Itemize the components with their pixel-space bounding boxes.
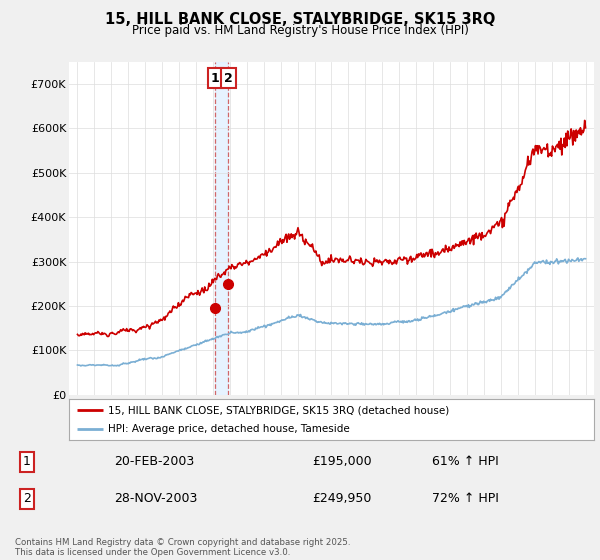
Text: 72% ↑ HPI: 72% ↑ HPI (432, 492, 499, 505)
Text: Contains HM Land Registry data © Crown copyright and database right 2025.
This d: Contains HM Land Registry data © Crown c… (15, 538, 350, 557)
Text: 2: 2 (224, 72, 233, 85)
Text: HPI: Average price, detached house, Tameside: HPI: Average price, detached house, Tame… (109, 424, 350, 433)
Text: 2: 2 (23, 492, 31, 505)
Text: 61% ↑ HPI: 61% ↑ HPI (432, 455, 499, 468)
Text: 15, HILL BANK CLOSE, STALYBRIDGE, SK15 3RQ (detached house): 15, HILL BANK CLOSE, STALYBRIDGE, SK15 3… (109, 405, 449, 415)
Text: 28-NOV-2003: 28-NOV-2003 (114, 492, 197, 505)
Text: Price paid vs. HM Land Registry's House Price Index (HPI): Price paid vs. HM Land Registry's House … (131, 24, 469, 37)
Text: 1: 1 (211, 72, 220, 85)
Text: 20-FEB-2003: 20-FEB-2003 (114, 455, 194, 468)
Text: £249,950: £249,950 (312, 492, 371, 505)
Text: 15, HILL BANK CLOSE, STALYBRIDGE, SK15 3RQ: 15, HILL BANK CLOSE, STALYBRIDGE, SK15 3… (105, 12, 495, 27)
Text: 1: 1 (23, 455, 31, 468)
Text: £195,000: £195,000 (312, 455, 371, 468)
Bar (215, 62, 228, 395)
